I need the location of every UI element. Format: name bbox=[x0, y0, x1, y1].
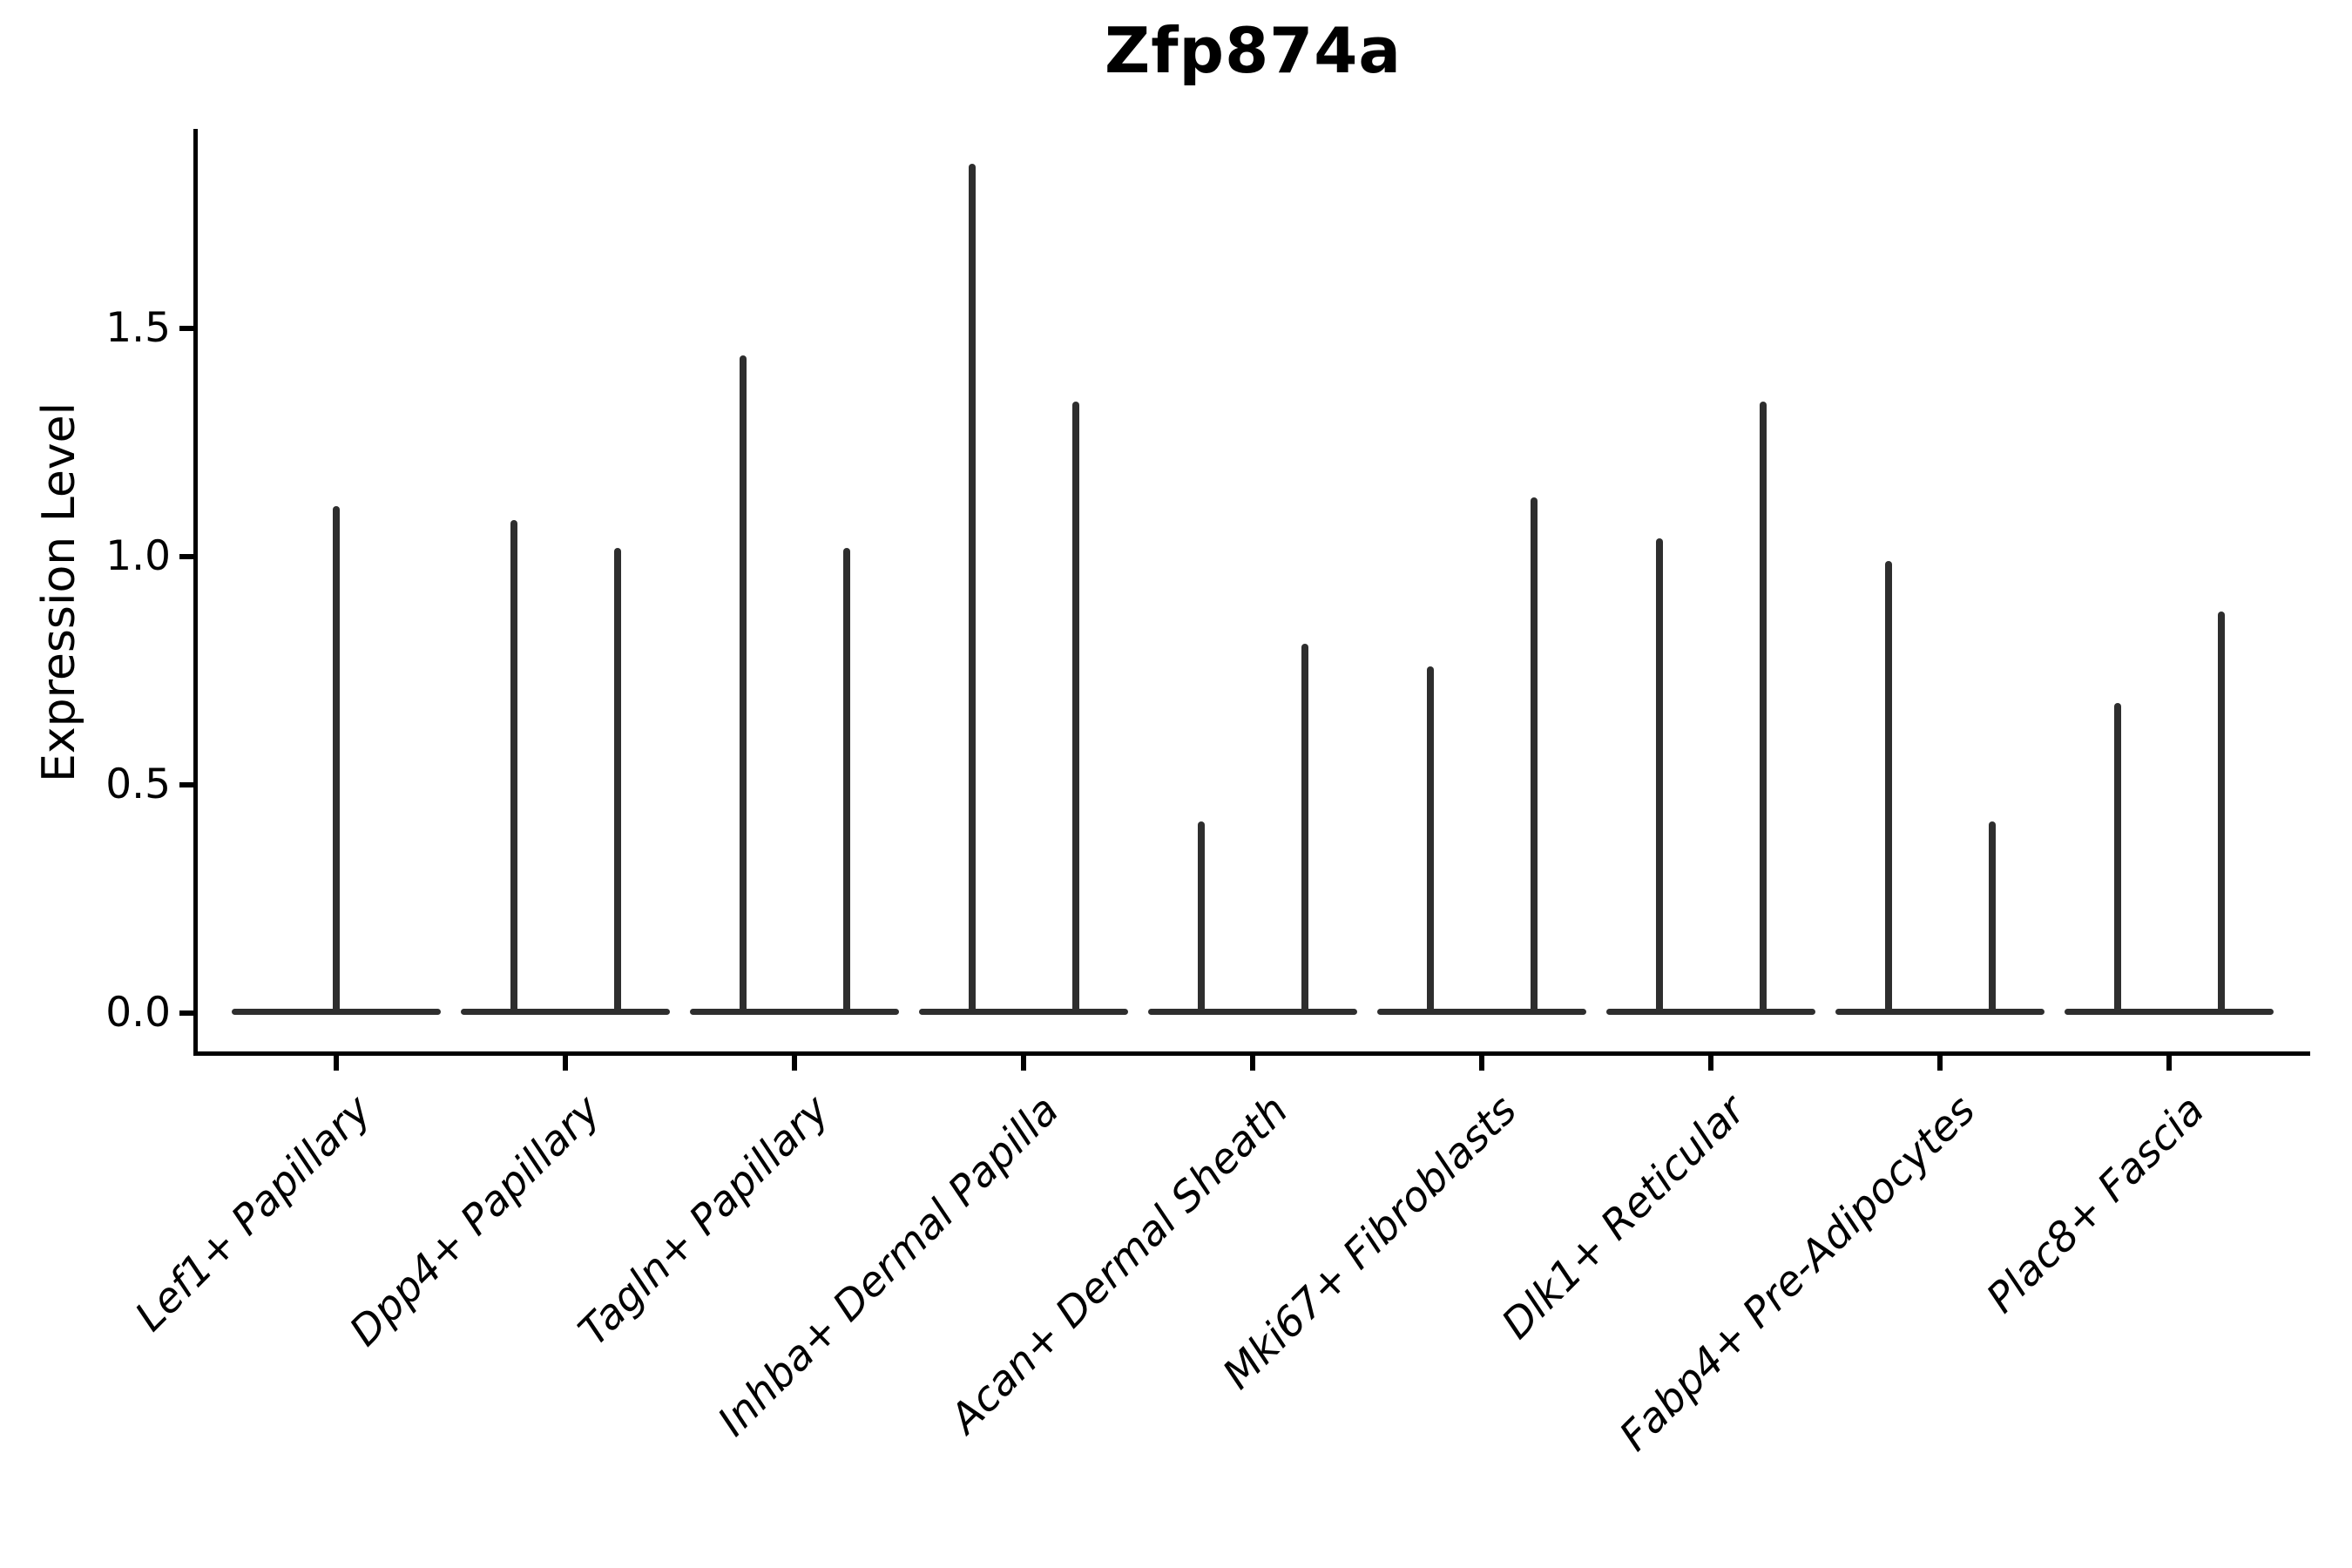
violin-base bbox=[2065, 1009, 2274, 1015]
violin-spike bbox=[613, 547, 621, 1013]
y-tick-label: 0.0 bbox=[105, 989, 171, 1037]
x-tick bbox=[1021, 1056, 1026, 1071]
violin-base bbox=[461, 1009, 670, 1015]
violin-spike bbox=[2113, 702, 2121, 1013]
x-tick bbox=[2166, 1056, 2172, 1071]
x-tick bbox=[334, 1056, 339, 1071]
violin-spike bbox=[1301, 643, 1308, 1013]
x-tick-label: Dpp4+ Papillary bbox=[340, 1086, 610, 1356]
x-tick-label: Dlk1+ Reticular bbox=[1492, 1086, 1755, 1348]
y-tick-label: 1.5 bbox=[105, 304, 171, 352]
violin-spike bbox=[2217, 611, 2225, 1013]
x-tick bbox=[1937, 1056, 1943, 1071]
y-tick bbox=[179, 326, 193, 331]
violin-base bbox=[1148, 1009, 1357, 1015]
y-tick-label: 1.0 bbox=[105, 532, 171, 580]
x-tick bbox=[1708, 1056, 1713, 1071]
violin-spike bbox=[1655, 538, 1663, 1013]
violin-base bbox=[919, 1009, 1128, 1015]
violin-base bbox=[1835, 1009, 2044, 1015]
y-axis-label: Expression Level bbox=[33, 402, 85, 783]
violin-spike bbox=[739, 355, 747, 1013]
violin-spike bbox=[1530, 497, 1538, 1013]
violin-spike bbox=[510, 520, 517, 1013]
y-tick bbox=[179, 1010, 193, 1016]
violin-spike bbox=[968, 164, 976, 1013]
x-tick bbox=[1479, 1056, 1484, 1071]
violin-spike bbox=[1071, 401, 1079, 1013]
x-tick-label: Lef1+ Papillary bbox=[125, 1086, 381, 1342]
y-axis-line bbox=[193, 129, 198, 1056]
violin-spike bbox=[1759, 401, 1767, 1013]
violin-base bbox=[1606, 1009, 1815, 1015]
violin-spike bbox=[1197, 821, 1205, 1013]
x-tick bbox=[1250, 1056, 1255, 1071]
x-tick-label: Plac8+ Fascia bbox=[1977, 1086, 2213, 1323]
violin-base bbox=[690, 1009, 899, 1015]
violin-spike bbox=[1426, 666, 1434, 1013]
violin-base bbox=[1377, 1009, 1586, 1015]
violin-spike bbox=[1988, 821, 1996, 1013]
x-tick-label: Tagln+ Papillary bbox=[570, 1086, 839, 1355]
y-tick bbox=[179, 782, 193, 787]
y-tick bbox=[179, 554, 193, 559]
chart-title: Zfp874a bbox=[1105, 14, 1402, 87]
violin-spike bbox=[1884, 561, 1892, 1013]
x-tick bbox=[563, 1056, 568, 1071]
violin-spike bbox=[333, 506, 340, 1013]
x-axis-line bbox=[193, 1051, 2310, 1056]
x-tick bbox=[792, 1056, 797, 1071]
violin-spike bbox=[842, 547, 850, 1013]
y-tick-label: 0.5 bbox=[105, 760, 171, 808]
